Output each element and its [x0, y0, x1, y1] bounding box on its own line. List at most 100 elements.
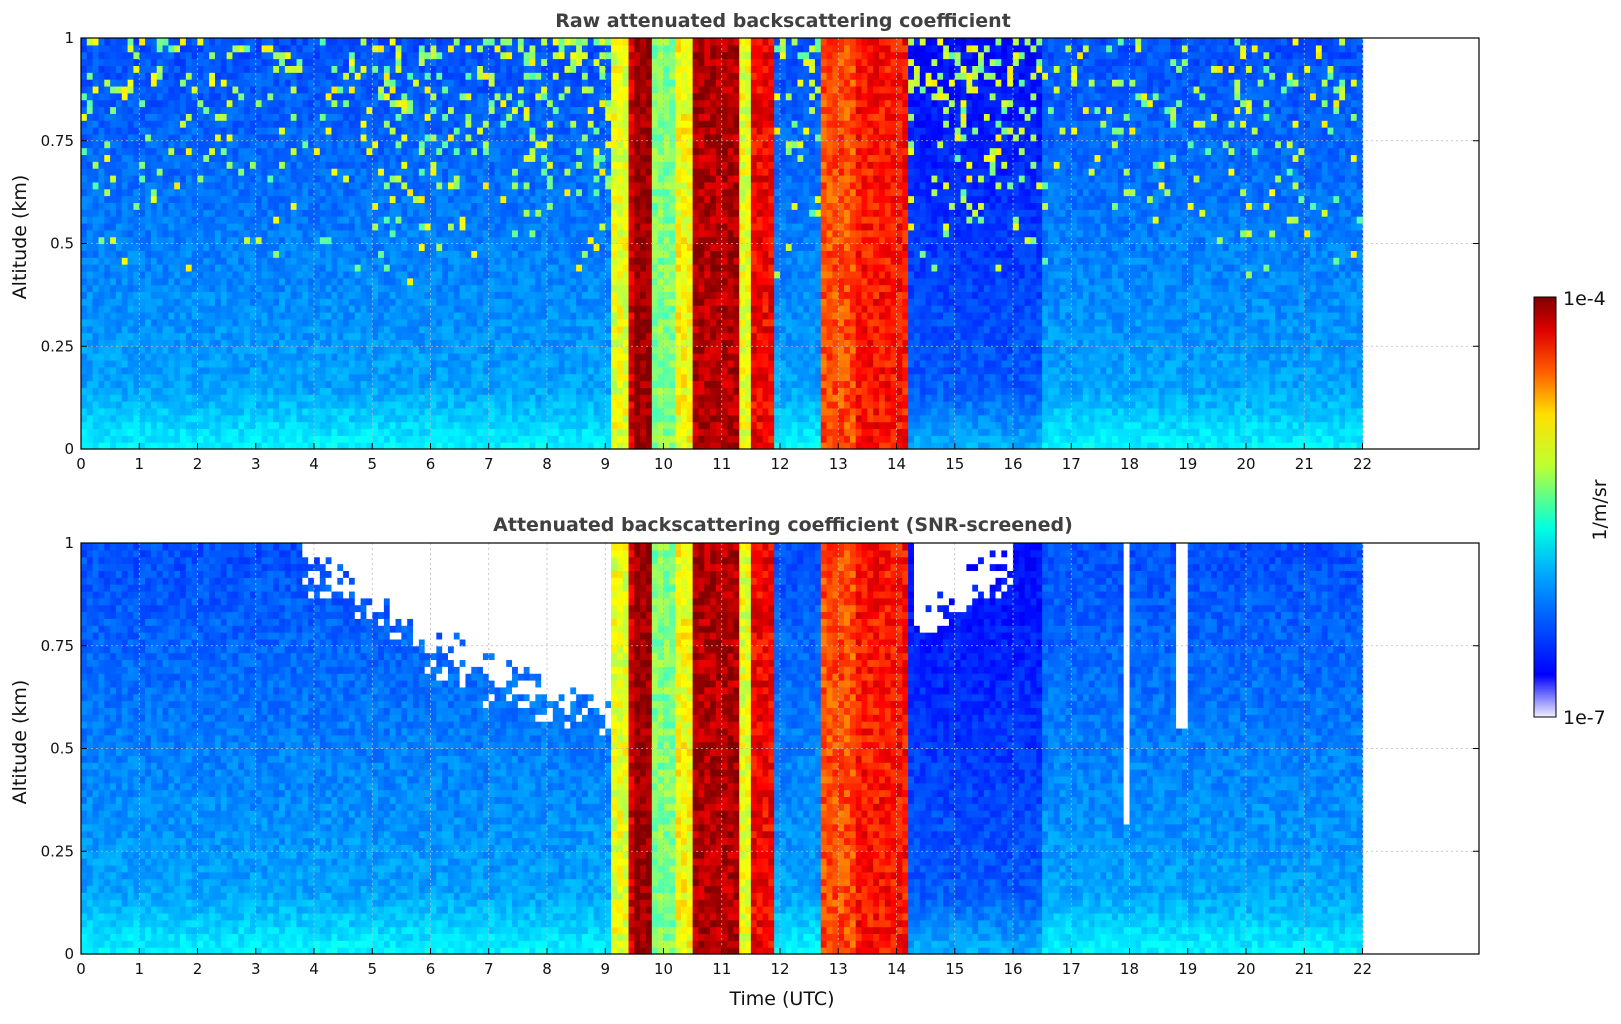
heatmap-cell: [413, 141, 419, 148]
heatmap-cell: [401, 244, 407, 251]
heatmap-cell: [116, 230, 122, 237]
heatmap-cell: [93, 113, 99, 120]
heatmap-cell: [174, 52, 180, 59]
heatmap-cell: [163, 278, 169, 285]
heatmap-cell: [81, 408, 87, 415]
heatmap-cell: [174, 230, 180, 237]
heatmap-cell: [209, 339, 215, 346]
heatmap-cell: [81, 154, 87, 161]
heatmap-cell: [465, 52, 471, 59]
heatmap-cell: [512, 93, 518, 100]
heatmap-cell: [436, 319, 442, 326]
heatmap-cell: [559, 285, 565, 292]
heatmap-cell: [291, 428, 297, 435]
heatmap-cell: [326, 333, 332, 340]
heatmap-cell: [209, 428, 215, 435]
heatmap-cell: [267, 319, 273, 326]
heatmap-cell: [326, 264, 332, 271]
heatmap-cell: [232, 120, 238, 127]
heatmap-cell: [273, 305, 279, 312]
heatmap-cell: [116, 408, 122, 415]
heatmap-cell: [541, 107, 547, 114]
heatmap-cell: [436, 250, 442, 257]
heatmap-cell: [145, 113, 151, 120]
heatmap-cell: [291, 45, 297, 52]
heatmap-cell: [302, 182, 308, 189]
heatmap-cell: [489, 72, 495, 79]
heatmap-cell: [93, 291, 99, 298]
heatmap-cell: [238, 161, 244, 168]
heatmap-cell: [349, 374, 355, 381]
heatmap-cell: [372, 223, 378, 230]
heatmap-cell: [419, 127, 425, 134]
heatmap-cell: [477, 339, 483, 346]
heatmap-cell: [291, 148, 297, 155]
heatmap-cell: [145, 107, 151, 114]
heatmap-cell: [454, 223, 460, 230]
heatmap-cell: [128, 93, 134, 100]
heatmap-cell: [203, 161, 209, 168]
heatmap-cell: [122, 374, 128, 381]
heatmap-cell: [547, 346, 553, 353]
heatmap-cell: [122, 141, 128, 148]
heatmap-cell: [221, 216, 227, 223]
heatmap-cell: [174, 38, 180, 45]
heatmap-cell: [297, 52, 303, 59]
heatmap-cell: [145, 161, 151, 168]
heatmap-cell: [419, 189, 425, 196]
heatmap-cell: [442, 360, 448, 367]
heatmap-cell: [98, 38, 104, 45]
heatmap-cell: [168, 223, 174, 230]
heatmap-cell: [460, 127, 466, 134]
heatmap-cell: [186, 428, 192, 435]
heatmap-cell: [378, 387, 384, 394]
heatmap-cell: [401, 237, 407, 244]
heatmap-cell: [559, 72, 565, 79]
heatmap-cell: [343, 196, 349, 203]
heatmap-cell: [93, 401, 99, 408]
heatmap-cell: [343, 435, 349, 442]
heatmap-cell: [320, 100, 326, 107]
heatmap-cell: [355, 175, 361, 182]
heatmap-cell: [186, 305, 192, 312]
heatmap-cell: [116, 209, 122, 216]
heatmap-cell: [384, 45, 390, 52]
heatmap-cell: [174, 175, 180, 182]
heatmap-cell: [331, 339, 337, 346]
heatmap-cell: [547, 271, 553, 278]
heatmap-cell: [326, 86, 332, 93]
heatmap-cell: [343, 374, 349, 381]
heatmap-cell: [465, 230, 471, 237]
heatmap-cell: [215, 333, 221, 340]
heatmap-cell: [436, 182, 442, 189]
heatmap-cell: [431, 428, 437, 435]
heatmap-cell: [396, 168, 402, 175]
heatmap-cell: [308, 161, 314, 168]
heatmap-cell: [267, 285, 273, 292]
heatmap-cell: [302, 312, 308, 319]
heatmap-cell: [128, 298, 134, 305]
heatmap-cell: [530, 374, 536, 381]
heatmap-cell: [238, 113, 244, 120]
heatmap-cell: [104, 374, 110, 381]
heatmap-cell: [209, 319, 215, 326]
heatmap-cell: [401, 353, 407, 360]
heatmap-cell: [87, 120, 93, 127]
heatmap-cell: [372, 168, 378, 175]
heatmap-cell: [285, 113, 291, 120]
heatmap-cell: [145, 326, 151, 333]
heatmap-cell: [524, 319, 530, 326]
heatmap-cell: [401, 319, 407, 326]
heatmap-cell: [291, 86, 297, 93]
heatmap-cell: [465, 86, 471, 93]
heatmap-cell: [273, 237, 279, 244]
heatmap-cell: [349, 120, 355, 127]
heatmap-cell: [436, 79, 442, 86]
heatmap-cell: [518, 435, 524, 442]
heatmap-cell: [378, 120, 384, 127]
heatmap-cell: [465, 250, 471, 257]
heatmap-cell: [361, 291, 367, 298]
heatmap-cell: [530, 257, 536, 264]
heatmap-cell: [151, 264, 157, 271]
heatmap-cell: [431, 45, 437, 52]
